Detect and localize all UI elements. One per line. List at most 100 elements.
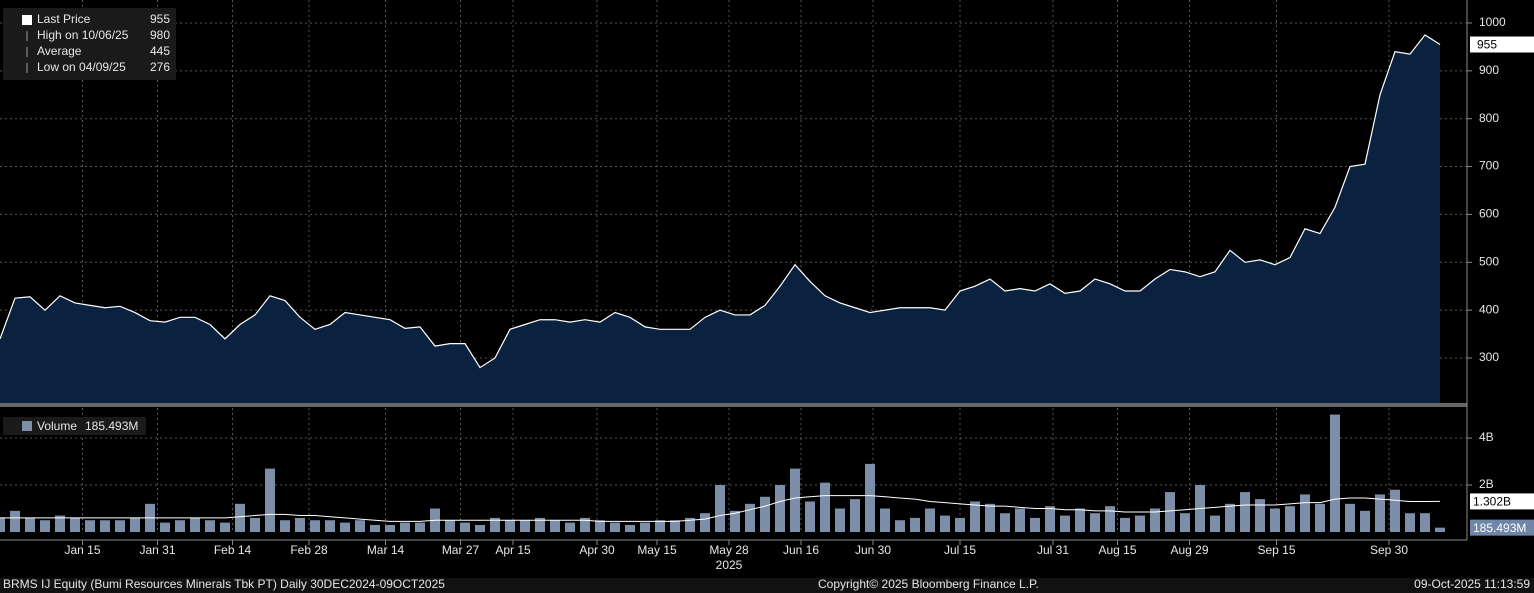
volume-bar [190,517,200,532]
volume-bar [55,515,65,532]
x-tick-label: May 28 [709,543,749,557]
legend-label: Average [37,44,82,58]
volume-bar [1240,492,1250,532]
volume-bar [820,482,830,532]
volume-bar [1435,527,1445,532]
x-tick-label: Jul 31 [1037,543,1069,557]
volume-bar [460,522,470,532]
volume-bar [745,503,755,532]
volume-bar [490,517,500,532]
value-tag-label: 185.493M [1473,521,1526,535]
volume-bar [550,520,560,532]
volume-bar [850,499,860,532]
legend-swatch [22,15,32,25]
volume-bar [895,520,905,532]
volume-bar [10,510,20,532]
volume-bar [265,468,275,532]
legend-label: Last Price [37,12,91,26]
volume-bar [70,517,80,532]
x-tick-label: Jun 30 [855,543,891,557]
volume-bar [520,520,530,532]
legend: Last Price 955 High on 10/06/25 980 Average 4… [3,8,176,80]
volume-average-line [0,495,1441,522]
legend-label: Volume [37,419,77,433]
x-tick-label: Apr 15 [495,543,531,557]
volume-bar [685,517,695,532]
volume-bar [1180,513,1190,532]
volume-bar [955,517,965,532]
x-tick-label: Feb 14 [214,543,252,557]
volume-bar [1285,506,1295,532]
volume-bar [100,520,110,532]
y-tick-label: 900 [1479,63,1499,77]
volume-bar [340,522,350,532]
volume-bar [865,463,875,532]
volume-bar [1210,515,1220,532]
volume-bar [1000,513,1010,532]
volume-bar [175,520,185,532]
volume-bar [760,496,770,532]
volume-bar [1405,513,1415,532]
volume-bar [640,522,650,532]
value-tag [1470,493,1534,510]
volume-bar [115,520,125,532]
panel-divider [0,403,1467,407]
y-tick-label: 1000 [1479,15,1506,29]
volume-bar [310,520,320,532]
volume-bar [25,517,35,532]
volume-bar [925,508,935,532]
volume-bar [565,522,575,532]
volume-bar [775,485,785,532]
volume-bar [1105,506,1115,532]
volume-bar [220,522,230,532]
volume-bar [610,522,620,532]
volume-bar [0,517,5,532]
y-tick-label: 2B [1479,477,1494,491]
y-tick-label: 600 [1479,207,1499,221]
volume-bar [445,520,455,532]
volume-bar [1120,517,1130,532]
volume-bar [655,520,665,532]
volume-bar [940,515,950,532]
volume-bar [1345,503,1355,532]
volume-bar [160,522,170,532]
volume-bar [1075,508,1085,532]
y-tick-label: 500 [1479,254,1499,268]
footer-center: Copyright© 2025 Bloomberg Finance L.P. [818,577,1039,591]
volume-bar [1330,414,1340,532]
value-tag-label: 1.302B [1473,495,1511,509]
volume-bar [580,517,590,532]
volume-bar [670,520,680,532]
volume-bar [325,520,335,532]
volume-bar [970,501,980,532]
legend-box [3,417,146,435]
x-tick-label: May 15 [637,543,677,557]
legend-swatch [22,421,32,431]
volume-bar [805,501,815,532]
x-tick-label: Aug 15 [1098,543,1136,557]
volume-bar [280,520,290,532]
y-tick-label: 400 [1479,302,1499,316]
footer-left: BRMS IJ Equity (Bumi Resources Minerals … [3,577,445,591]
x-tick-label: Sep 15 [1257,543,1295,557]
value-tag [1470,519,1534,536]
volume-bar [505,520,515,532]
y-tick-label: 800 [1479,111,1499,125]
volume-bar [1015,508,1025,532]
volume-bar [730,510,740,532]
y-tick-label: 700 [1479,159,1499,173]
volume-bar [1375,494,1385,532]
volume-bar [715,485,725,532]
x-tick-label: Mar 27 [442,543,480,557]
x-tick-label: Jan 31 [139,543,175,557]
y-tick-label: 300 [1479,350,1499,364]
volume-bar [1360,510,1370,532]
x-tick-label: Aug 29 [1170,543,1208,557]
legend-value: 980 [150,28,170,42]
x-tick-label: Apr 30 [579,543,615,557]
volume-bar [1315,503,1325,532]
volume-bar [1150,508,1160,532]
volume-bar [985,503,995,532]
volume-bar [625,524,635,532]
